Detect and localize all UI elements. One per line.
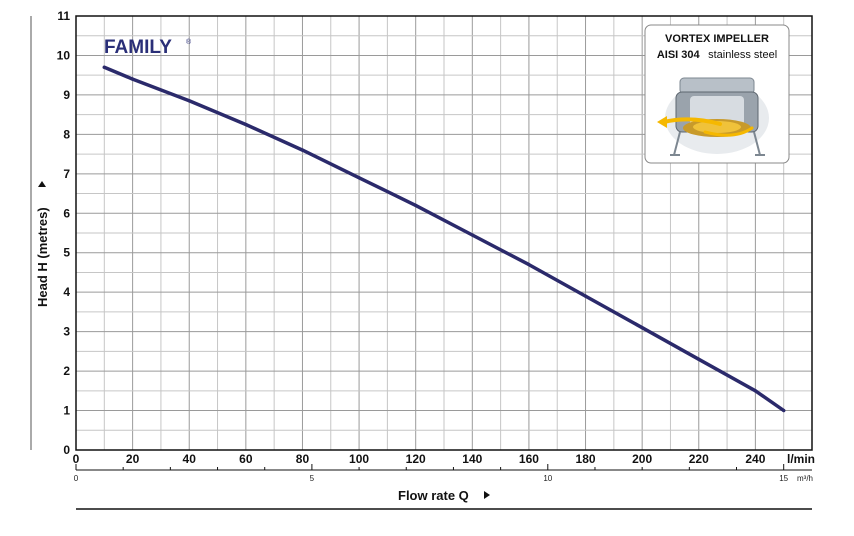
inset-material-bold: AISI 304 [657,49,701,61]
vortex-impeller-inset: VORTEX IMPELLER AISI 304 stainless steel [644,24,790,164]
y-tick-label: 2 [63,364,70,378]
x-tick-label: 0 [73,452,80,466]
y-tick-labels: 0 1 2 3 4 5 6 7 8 9 10 11 [57,9,71,457]
data-point [640,326,644,330]
inset-material-rest: stainless steel [708,49,777,61]
vortex-impeller-icon [657,77,769,156]
data-point [357,176,361,180]
x-tick-label: 220 [689,452,709,466]
data-point [244,122,248,127]
x-unit-label: l/min [787,452,815,466]
data-point [300,148,305,152]
data-point [753,389,757,393]
x-tick-label: 100 [349,452,369,466]
brand-logo: FAMILY [104,37,172,58]
y-axis-arrow-icon [38,181,46,187]
secondary-tick-label: 15 [779,474,788,483]
x-tick-labels: 0 20 40 60 80 100 120 140 160 180 200 220 240 [73,452,766,466]
data-point [131,77,135,81]
data-point [782,408,786,413]
y-tick-label: 6 [63,206,70,220]
data-point [102,65,106,69]
secondary-tick-label: 0 [74,474,79,483]
x-tick-label: 160 [519,452,539,466]
y-tick-label: 0 [63,443,70,457]
x-axis-arrow-icon [484,491,490,499]
data-point [187,99,191,103]
y-tick-label: 9 [63,88,70,102]
y-tick-label: 7 [63,167,70,181]
x-tick-label: 120 [406,452,426,466]
x-tick-label: 180 [576,452,596,466]
secondary-tick-label: 5 [310,474,315,483]
y-tick-label: 8 [63,127,70,141]
y-tick-label: 4 [63,285,70,299]
inset-title: VORTEX IMPELLER [665,33,769,45]
inset-material: AISI 304 stainless steel [657,45,777,62]
data-point [414,203,418,207]
brand-registered-mark: ® [186,38,192,46]
x-tick-label: 80 [296,452,310,466]
plot-frame [75,15,813,451]
data-point [470,233,474,237]
data-point [527,262,531,267]
series-line [102,65,786,413]
x-tick-label: 20 [126,452,140,466]
y-tick-label: 5 [63,246,70,260]
secondary-tick-labels: 0 5 10 15 [74,464,789,483]
x-tick-label: 240 [745,452,765,466]
y-tick-label: 1 [63,404,70,418]
secondary-unit-label: m³/h [797,474,813,483]
y-axis-title: Head H (metres) [35,207,50,307]
data-point [697,357,701,361]
y-tick-label: 10 [57,48,71,62]
secondary-tick-label: 10 [543,474,552,483]
data-point [583,294,588,298]
x-tick-label: 140 [462,452,482,466]
series-points [102,65,786,413]
x-tick-label: 60 [239,452,253,466]
y-tick-label: 11 [57,9,70,23]
x-tick-label: 200 [632,452,652,466]
x-axis-title: Flow rate Q [398,488,469,503]
y-tick-label: 3 [63,325,70,339]
x-tick-label: 40 [183,452,197,466]
